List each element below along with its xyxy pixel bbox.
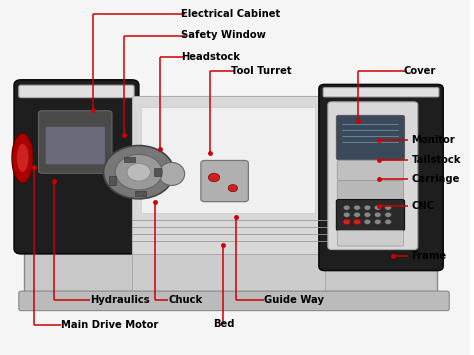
Text: Tailstock: Tailstock — [411, 155, 461, 165]
FancyBboxPatch shape — [337, 200, 405, 231]
Text: Hydraulics: Hydraulics — [91, 295, 150, 305]
Text: Bed: Bed — [213, 319, 234, 329]
Circle shape — [354, 219, 360, 224]
Circle shape — [374, 205, 381, 210]
Circle shape — [228, 185, 237, 192]
Ellipse shape — [17, 144, 28, 172]
FancyBboxPatch shape — [141, 106, 315, 213]
FancyBboxPatch shape — [328, 102, 418, 250]
Circle shape — [353, 219, 361, 225]
Bar — [124, 157, 135, 162]
Text: Tool Turret: Tool Turret — [230, 66, 291, 76]
Polygon shape — [24, 99, 438, 302]
Text: Chuck: Chuck — [168, 295, 203, 305]
FancyBboxPatch shape — [14, 80, 139, 254]
Bar — [135, 191, 146, 196]
Text: Headstock: Headstock — [181, 52, 240, 62]
FancyBboxPatch shape — [19, 291, 449, 311]
Circle shape — [343, 205, 350, 210]
FancyBboxPatch shape — [337, 230, 404, 246]
FancyBboxPatch shape — [337, 181, 404, 200]
Text: Carriage: Carriage — [411, 174, 460, 184]
Polygon shape — [132, 96, 325, 259]
Ellipse shape — [12, 133, 33, 183]
FancyBboxPatch shape — [46, 127, 105, 164]
Circle shape — [343, 219, 350, 224]
FancyBboxPatch shape — [337, 160, 404, 180]
Bar — [154, 168, 161, 176]
Text: Main Drive Motor: Main Drive Motor — [61, 320, 158, 330]
Circle shape — [364, 205, 371, 210]
FancyBboxPatch shape — [201, 160, 248, 202]
Circle shape — [354, 212, 360, 217]
Circle shape — [385, 219, 392, 224]
FancyBboxPatch shape — [337, 115, 405, 160]
Text: Cover: Cover — [404, 66, 436, 76]
Text: CNC: CNC — [411, 201, 435, 211]
Ellipse shape — [159, 162, 185, 185]
Circle shape — [374, 219, 381, 224]
Text: Frame: Frame — [411, 251, 447, 261]
Text: Monitor: Monitor — [411, 135, 456, 145]
FancyBboxPatch shape — [319, 84, 443, 271]
Circle shape — [343, 219, 350, 225]
Circle shape — [103, 146, 174, 199]
Circle shape — [385, 212, 392, 217]
FancyBboxPatch shape — [323, 88, 439, 97]
FancyBboxPatch shape — [132, 254, 325, 302]
Bar — [109, 176, 116, 185]
Circle shape — [364, 212, 371, 217]
Text: Guide Way: Guide Way — [264, 295, 324, 305]
Circle shape — [209, 173, 219, 182]
FancyBboxPatch shape — [19, 85, 134, 98]
Text: Electrical Cabinet: Electrical Cabinet — [181, 9, 280, 19]
Circle shape — [343, 212, 350, 217]
Circle shape — [364, 219, 371, 224]
Circle shape — [374, 212, 381, 217]
FancyBboxPatch shape — [132, 96, 325, 259]
FancyBboxPatch shape — [38, 111, 112, 173]
Circle shape — [385, 205, 392, 210]
Circle shape — [127, 163, 151, 181]
Circle shape — [115, 154, 162, 190]
Circle shape — [354, 205, 360, 210]
Text: Safety Window: Safety Window — [181, 31, 266, 40]
